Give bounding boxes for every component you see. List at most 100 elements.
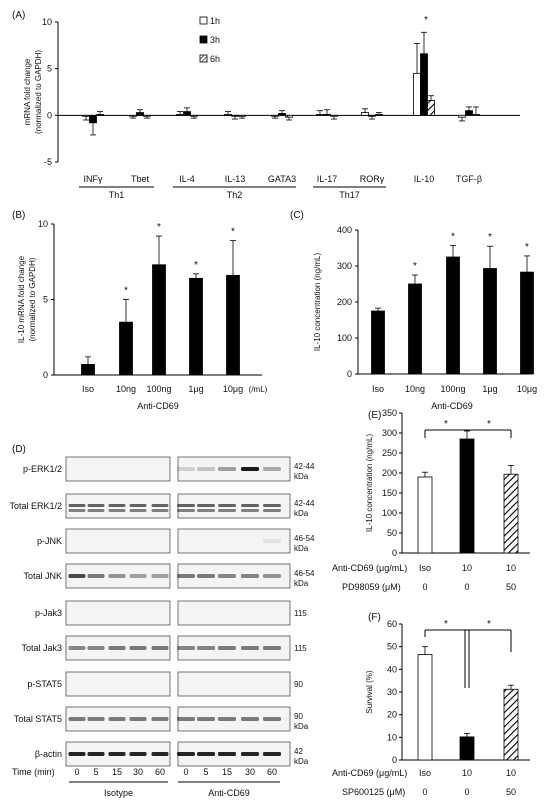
blot-row-label: p-ERK1/2 xyxy=(23,464,62,474)
legend-swatch-3h xyxy=(199,35,208,44)
y-tick-label-c: 0 xyxy=(347,369,352,379)
legend-label-3h: 3h xyxy=(210,35,220,45)
category-label-c: 1μg xyxy=(482,384,497,394)
blot-unit-label: kDa xyxy=(294,722,309,731)
y-tick-label-side: 200 xyxy=(382,468,397,478)
y-tick-label-b: 10 xyxy=(38,219,48,229)
blot-band xyxy=(218,509,236,512)
y-tick-label-c: 100 xyxy=(337,333,352,343)
blot-band xyxy=(151,574,169,578)
significance-star-c: * xyxy=(525,242,529,253)
y-tick-label-side: 40 xyxy=(387,664,397,674)
blot-band xyxy=(151,752,169,756)
category-label-a: IL-4 xyxy=(179,174,195,184)
blot-band xyxy=(177,504,195,507)
x-axis-label-b: Anti-CD69 xyxy=(137,401,179,411)
significance-star-c: * xyxy=(488,232,492,243)
significance-star-b: * xyxy=(231,227,235,238)
blot-band xyxy=(129,752,147,756)
legend-swatch-1h xyxy=(199,16,208,25)
category-label-b: 1μg xyxy=(188,384,203,394)
category-label-a: RORγ xyxy=(360,174,385,184)
blot-row-label: p-STAT5 xyxy=(27,679,62,689)
blot-band xyxy=(151,646,169,650)
y-tick-label-side: 250 xyxy=(382,448,397,458)
blot-band xyxy=(197,717,215,721)
blot-box-isotype xyxy=(65,671,171,697)
significance-star-e: * xyxy=(487,419,491,430)
blot-band xyxy=(263,752,281,756)
blot-band xyxy=(263,539,281,543)
bar-Tbet-6h xyxy=(143,114,151,117)
group-label-anti-cd69: Anti-CD69 xyxy=(208,788,250,798)
blot-band xyxy=(241,752,259,756)
blot-band xyxy=(87,752,105,756)
legend-label-1h: 1h xyxy=(210,16,220,26)
blot-band xyxy=(108,574,126,578)
bar-IL-4-6h xyxy=(190,114,198,117)
time-tick-isotype: 30 xyxy=(133,767,143,777)
blot-band xyxy=(263,646,281,650)
y-tick-label-side: 350 xyxy=(382,408,397,418)
blot-band xyxy=(263,504,281,507)
blot-row-label: p-Jak3 xyxy=(35,608,62,618)
blot-band xyxy=(218,504,236,507)
y-tick-label-side: 60 xyxy=(387,619,397,629)
bar-side xyxy=(417,476,433,554)
y-tick-label-side: 30 xyxy=(387,687,397,697)
bar-b-1μg xyxy=(189,277,203,376)
bar-IL-17-1h xyxy=(316,114,324,116)
y-axis-label-a: mRNA fold change xyxy=(23,58,32,125)
y-axis-label-a2: (normalized to GAPDH) xyxy=(34,50,43,134)
blot-band xyxy=(241,717,259,721)
legend-label-6h: 6h xyxy=(210,54,220,64)
y-tick-label-b: 0 xyxy=(43,370,48,380)
panel-label-d: (D) xyxy=(12,444,26,455)
bar-c-100ng xyxy=(446,256,460,375)
blot-box-isotype xyxy=(65,600,171,626)
blot-box-anti-cd69 xyxy=(177,563,291,589)
blot-row-label: p-JNK xyxy=(37,536,62,546)
significance-star-b: * xyxy=(124,286,128,297)
category-label-b: 100ng xyxy=(146,384,171,394)
row2-value: 0 xyxy=(464,582,469,592)
blot-band xyxy=(177,717,195,721)
bar-IL-10-3h xyxy=(420,53,428,116)
row2-value: 50 xyxy=(506,582,516,592)
y-axis-label-side: Survival (%) xyxy=(365,670,374,713)
bar-TGF-β-6h xyxy=(472,114,480,116)
blot-band xyxy=(197,574,215,578)
blot-band xyxy=(87,574,105,578)
blot-band xyxy=(177,574,195,578)
significance-star-a: * xyxy=(424,15,428,26)
blot-band xyxy=(129,574,147,578)
bar-TGF-β-1h xyxy=(458,114,466,118)
bar-b-Iso xyxy=(81,364,95,376)
group-label-a: Th1 xyxy=(109,190,125,200)
blot-box-anti-cd69 xyxy=(177,600,291,626)
time-tick-anti-cd69: 0 xyxy=(183,767,188,777)
blot-box-isotype xyxy=(65,528,171,554)
bar-side xyxy=(503,473,519,554)
blot-row-label: β-actin xyxy=(35,749,62,759)
significance-star-c: * xyxy=(451,231,455,242)
legend-swatch-6h xyxy=(199,54,208,63)
bar-IL-17-6h xyxy=(330,114,338,117)
category-label-c: 10μg xyxy=(517,384,537,394)
blot-unit-label: kDa xyxy=(294,472,309,481)
significance-star-b: * xyxy=(157,222,161,233)
blot-band xyxy=(129,646,147,650)
bar-INFγ-1h xyxy=(82,114,90,117)
blot-band xyxy=(151,509,169,512)
category-label-a: IL-17 xyxy=(317,174,338,184)
category-label-a: Tbet xyxy=(131,174,150,184)
blot-size-label: 90 xyxy=(294,680,303,689)
y-tick-label-a: -5 xyxy=(44,157,52,167)
blot-band xyxy=(68,646,86,650)
category-label-a: IL-13 xyxy=(225,174,246,184)
blot-band xyxy=(263,509,281,512)
blot-band xyxy=(263,574,281,578)
row1-value: 10 xyxy=(506,768,516,778)
blot-band xyxy=(241,646,259,650)
time-tick-anti-cd69: 30 xyxy=(245,767,255,777)
